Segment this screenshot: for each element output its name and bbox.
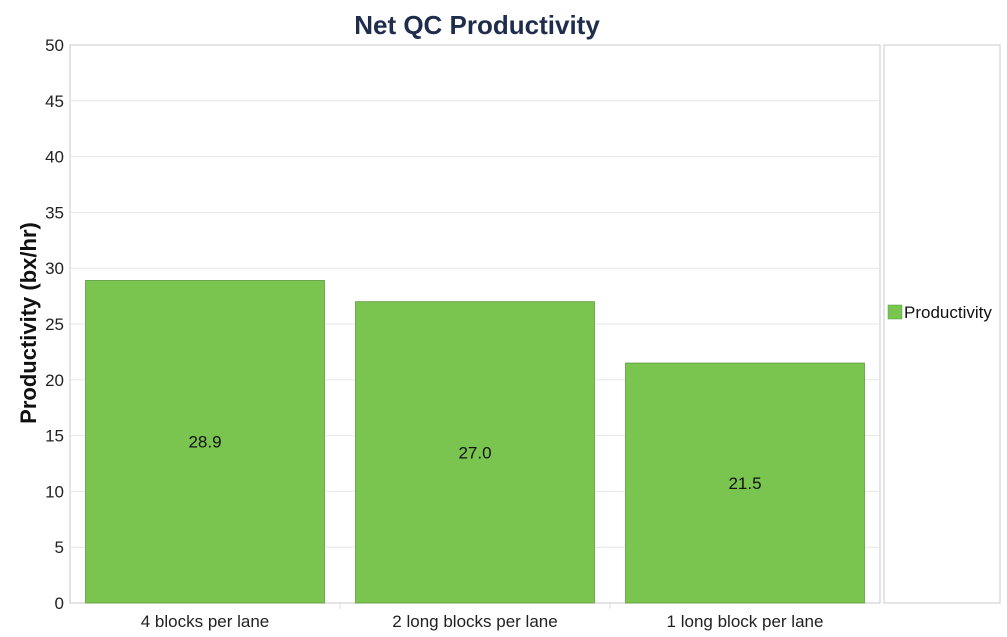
y-tick-label: 30 [45, 259, 64, 278]
x-axis-categories: 4 blocks per lane 2 long blocks per lane 1… [141, 603, 824, 631]
bar [355, 301, 595, 604]
chart-title: Net QC Productivity [354, 10, 600, 40]
x-category-label: 1 long block per lane [667, 612, 824, 631]
legend-swatch [887, 304, 903, 320]
bar [625, 362, 865, 604]
y-tick-label: 40 [45, 148, 64, 167]
data-label: 21.5 [728, 474, 761, 493]
y-tick-label: 45 [45, 92, 64, 111]
x-category-label: 2 long blocks per lane [392, 612, 557, 631]
x-category-label: 4 blocks per lane [141, 612, 270, 631]
y-tick-label: 20 [45, 371, 64, 390]
data-label: 28.9 [188, 433, 221, 452]
legend-box [883, 44, 1001, 604]
y-axis-ticks: 0 5 10 15 20 25 30 35 40 45 50 [45, 36, 64, 613]
y-tick-label: 10 [45, 482, 64, 501]
data-label: 27.0 [458, 443, 491, 462]
y-tick-label: 25 [45, 315, 64, 334]
y-tick-label: 0 [55, 594, 64, 613]
bars: 28.9 27.0 21.5 [85, 280, 865, 604]
y-tick-label: 50 [45, 36, 64, 55]
legend-label: Productivity [904, 303, 992, 322]
bar [85, 280, 325, 604]
y-tick-label: 5 [55, 538, 64, 557]
y-tick-label: 35 [45, 203, 64, 222]
y-tick-label: 15 [45, 427, 64, 446]
y-axis-label: Productivity (bx/hr) [16, 222, 41, 424]
